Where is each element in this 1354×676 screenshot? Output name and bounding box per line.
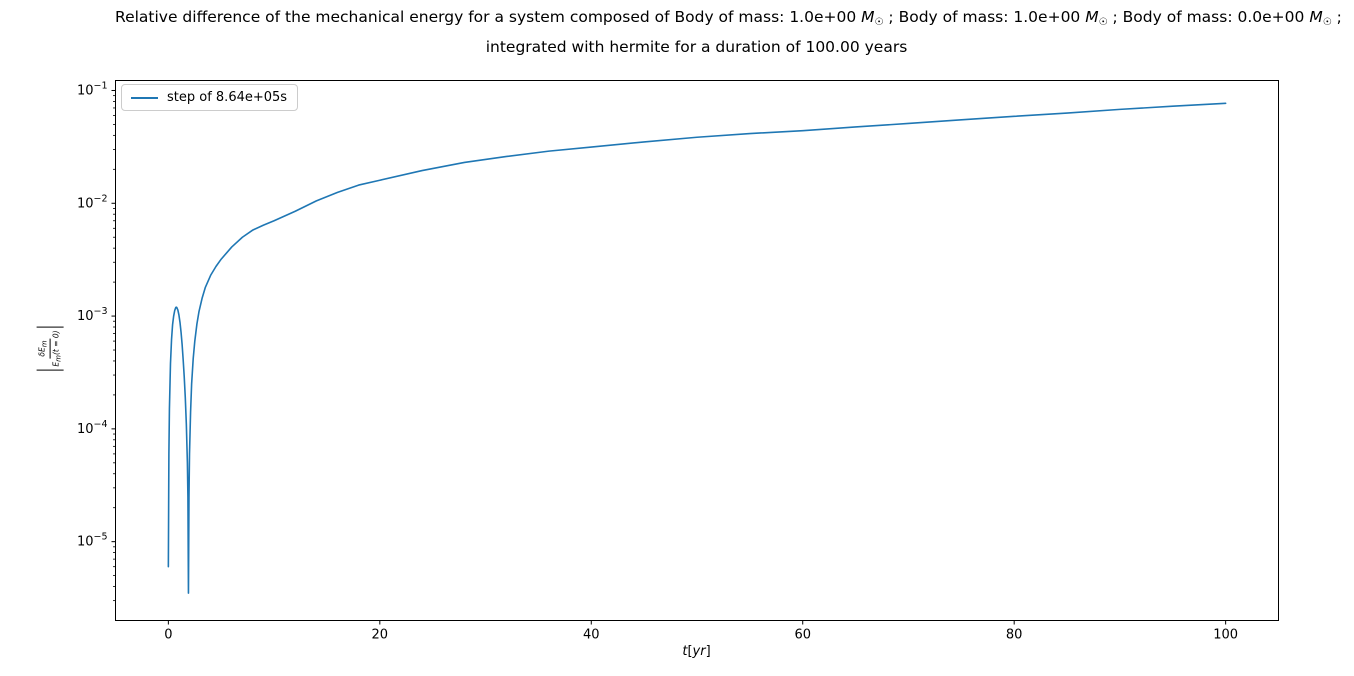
y-tick-label: 10−3 bbox=[77, 306, 108, 324]
chart-title: Relative difference of the mechanical en… bbox=[115, 5, 1342, 60]
legend-label: step of 8.64e+05s bbox=[167, 90, 288, 105]
text-segment: ; Body of mass: 0.0e+00 bbox=[1107, 8, 1310, 26]
text-segment: ☉ bbox=[1322, 17, 1332, 28]
text-segment: E bbox=[51, 361, 61, 367]
x-tick-label: 40 bbox=[583, 628, 600, 643]
chart-title-line1: Relative difference of the mechanical en… bbox=[115, 5, 1342, 35]
text-segment: Relative difference of the mechanical en… bbox=[115, 8, 862, 26]
text-segment: δE bbox=[37, 346, 47, 357]
x-tick-label: 100 bbox=[1213, 628, 1238, 643]
chart-title-line2: integrated with hermite for a duration o… bbox=[485, 38, 908, 56]
text-segment: m bbox=[54, 354, 63, 362]
text-segment: (t = 0) bbox=[51, 329, 61, 355]
ylabel-denominator: Em(t = 0) bbox=[50, 330, 62, 366]
x-tick-label: 0 bbox=[164, 628, 172, 643]
ylabel-fraction: δEm Em(t = 0) bbox=[36, 325, 64, 371]
text-segment: ☉ bbox=[874, 17, 884, 28]
y-axis-label: δEm Em(t = 0) bbox=[26, 298, 74, 398]
text-segment: yr bbox=[692, 644, 706, 659]
x-tick-label: 60 bbox=[794, 628, 811, 643]
y-tick-label: 10−5 bbox=[77, 532, 108, 550]
text-segment: M bbox=[1085, 8, 1099, 26]
legend-line-sample-icon bbox=[131, 96, 158, 99]
text-segment: ; bbox=[1331, 8, 1342, 26]
y-tick-label: 10−2 bbox=[77, 193, 108, 211]
legend: step of 8.64e+05s bbox=[121, 84, 299, 111]
y-tick-label: 10−4 bbox=[77, 419, 108, 437]
text-segment: m bbox=[40, 339, 49, 347]
text-segment: M bbox=[1309, 8, 1323, 26]
energy-error-curve bbox=[167, 102, 1227, 594]
text-segment: M bbox=[861, 8, 875, 26]
axes-frame bbox=[115, 80, 1279, 621]
text-segment: ; Body of mass: 1.0e+00 bbox=[883, 8, 1086, 26]
x-axis-label: t[yr] bbox=[115, 644, 1278, 659]
text-segment: t bbox=[682, 644, 688, 659]
text-segment: ] bbox=[705, 644, 711, 659]
x-tick-label: 20 bbox=[372, 628, 389, 643]
text-segment: [ bbox=[687, 644, 693, 659]
y-tick-label: 10−1 bbox=[77, 80, 108, 98]
text-segment: ☉ bbox=[1098, 17, 1108, 28]
ylabel-numerator: δEm bbox=[37, 337, 51, 359]
x-tick-label: 80 bbox=[1006, 628, 1023, 643]
